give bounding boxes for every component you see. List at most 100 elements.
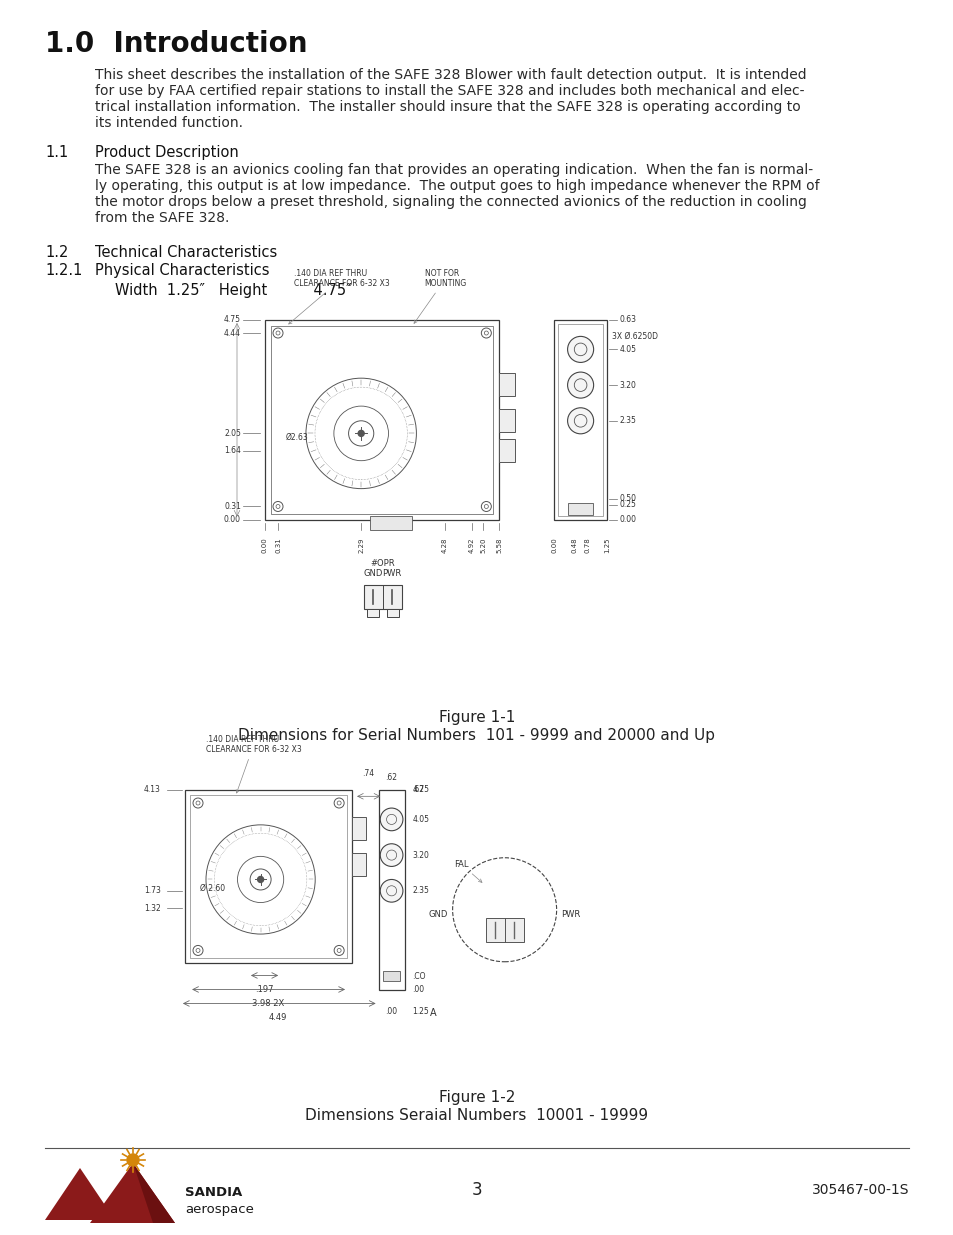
Text: the motor drops below a preset threshold, signaling the connected avionics of th: the motor drops below a preset threshold… (95, 195, 806, 209)
Text: 4.13: 4.13 (144, 785, 161, 794)
Text: 0.78: 0.78 (583, 537, 590, 553)
Text: 0.00: 0.00 (619, 515, 637, 524)
Text: 1.2.1: 1.2.1 (45, 263, 82, 278)
Text: 1.32: 1.32 (144, 904, 161, 913)
Text: .140 DIA REF THRU
CLEARANCE FOR 6-32 X3: .140 DIA REF THRU CLEARANCE FOR 6-32 X3 (289, 268, 390, 324)
Text: 5.20: 5.20 (480, 537, 486, 553)
Text: .00: .00 (385, 1008, 397, 1016)
Text: 0.48: 0.48 (571, 537, 577, 553)
Text: SANDIA: SANDIA (185, 1187, 242, 1199)
Text: Width  1.25″   Height          4.75″: Width 1.25″ Height 4.75″ (115, 283, 352, 298)
Text: Product Description: Product Description (95, 144, 238, 161)
Text: for use by FAA certified repair stations to install the SAFE 328 and includes bo: for use by FAA certified repair stations… (95, 84, 803, 98)
Text: Dimensions Seraial Numbers  10001 - 19999: Dimensions Seraial Numbers 10001 - 19999 (305, 1108, 648, 1123)
Bar (366, 609, 378, 616)
Circle shape (380, 844, 402, 867)
Text: 1.64: 1.64 (224, 446, 241, 456)
Bar (386, 609, 398, 616)
Text: Figure 1-1: Figure 1-1 (438, 710, 515, 725)
Circle shape (357, 431, 364, 436)
Text: 4.75: 4.75 (413, 785, 429, 794)
Text: 1.25: 1.25 (603, 537, 609, 553)
Bar (370, 515, 412, 530)
Text: .140 DIA REF THRU
CLEARANCE FOR 6-32 X3: .140 DIA REF THRU CLEARANCE FOR 6-32 X3 (206, 735, 301, 793)
Text: 0.63: 0.63 (619, 315, 637, 325)
Polygon shape (132, 1163, 174, 1223)
Text: 4.05: 4.05 (413, 815, 429, 824)
Circle shape (567, 372, 593, 398)
Text: 3X Ø.6250D: 3X Ø.6250D (611, 331, 658, 341)
Circle shape (567, 336, 593, 362)
Text: .62: .62 (413, 785, 424, 794)
Text: GND: GND (428, 910, 447, 919)
Text: 3.98 2X: 3.98 2X (253, 999, 284, 1009)
Circle shape (380, 808, 402, 831)
Text: 4.28: 4.28 (441, 537, 447, 553)
Text: 1.0  Introduction: 1.0 Introduction (45, 30, 307, 58)
Bar (567, 503, 593, 515)
Text: NOT FOR
MOUNTING: NOT FOR MOUNTING (414, 268, 466, 324)
Text: 2.35: 2.35 (619, 416, 636, 425)
Text: 0.50: 0.50 (619, 494, 637, 503)
Text: Physical Characteristics: Physical Characteristics (95, 263, 269, 278)
Text: 4.75: 4.75 (224, 315, 241, 325)
Text: GND: GND (363, 569, 382, 578)
Bar (352, 853, 366, 876)
Text: ly operating, this output is at low impedance.  The output goes to high impedanc: ly operating, this output is at low impe… (95, 179, 819, 193)
Text: 3.20: 3.20 (413, 851, 429, 860)
Bar (363, 584, 401, 609)
Text: The SAFE 328 is an avionics cooling fan that provides an operating indication.  : The SAFE 328 is an avionics cooling fan … (95, 163, 812, 177)
Text: its intended function.: its intended function. (95, 116, 243, 130)
Text: .62: .62 (385, 773, 397, 782)
Text: FAL: FAL (455, 861, 481, 882)
Text: aerospace: aerospace (185, 1203, 253, 1216)
Text: 1.73: 1.73 (144, 887, 161, 895)
Bar (558, 324, 602, 515)
Bar (498, 409, 515, 432)
Text: 1.2: 1.2 (45, 245, 69, 261)
Text: 2.35: 2.35 (413, 887, 429, 895)
Text: Figure 1-2: Figure 1-2 (438, 1091, 515, 1105)
Text: 1.25: 1.25 (413, 1008, 429, 1016)
Text: 5.58: 5.58 (496, 537, 502, 553)
Text: 0.25: 0.25 (619, 500, 636, 509)
Polygon shape (90, 1163, 174, 1223)
Text: This sheet describes the installation of the SAFE 328 Blower with fault detectio: This sheet describes the installation of… (95, 68, 806, 82)
Text: Technical Characteristics: Technical Characteristics (95, 245, 277, 261)
Bar (498, 373, 515, 396)
Bar (554, 320, 606, 520)
Text: 305467-00-1S: 305467-00-1S (811, 1183, 908, 1197)
Text: #OPR: #OPR (370, 559, 395, 568)
Text: trical installation information.  The installer should insure that the SAFE 328 : trical installation information. The ins… (95, 100, 800, 114)
Text: Ø 2.60: Ø 2.60 (199, 883, 225, 893)
Text: Ø2.63: Ø2.63 (286, 433, 309, 442)
Bar (498, 438, 515, 462)
Text: 1.1: 1.1 (45, 144, 69, 161)
Text: .00: .00 (413, 986, 424, 994)
Bar (185, 790, 352, 963)
Bar (485, 918, 523, 942)
Bar (352, 818, 366, 840)
Circle shape (380, 879, 402, 902)
Bar (382, 971, 400, 981)
Text: A: A (429, 1008, 436, 1018)
Bar (190, 795, 347, 958)
Text: .197: .197 (255, 986, 274, 994)
Text: 0.31: 0.31 (274, 537, 281, 553)
Bar (265, 320, 498, 520)
Text: 0.00: 0.00 (262, 537, 268, 553)
Text: from the SAFE 328.: from the SAFE 328. (95, 211, 229, 225)
Text: 4.44: 4.44 (224, 329, 241, 337)
Text: .CO: .CO (413, 972, 426, 982)
Circle shape (567, 408, 593, 433)
Text: 0.00: 0.00 (551, 537, 557, 553)
Text: 2.05: 2.05 (224, 429, 241, 438)
Circle shape (127, 1153, 139, 1166)
Text: 3: 3 (471, 1181, 482, 1199)
Text: PWR: PWR (382, 569, 401, 578)
Circle shape (257, 877, 263, 883)
Text: 3.20: 3.20 (619, 380, 636, 389)
Text: 2.29: 2.29 (357, 537, 364, 553)
Bar (378, 790, 404, 989)
Text: .74: .74 (361, 769, 374, 778)
